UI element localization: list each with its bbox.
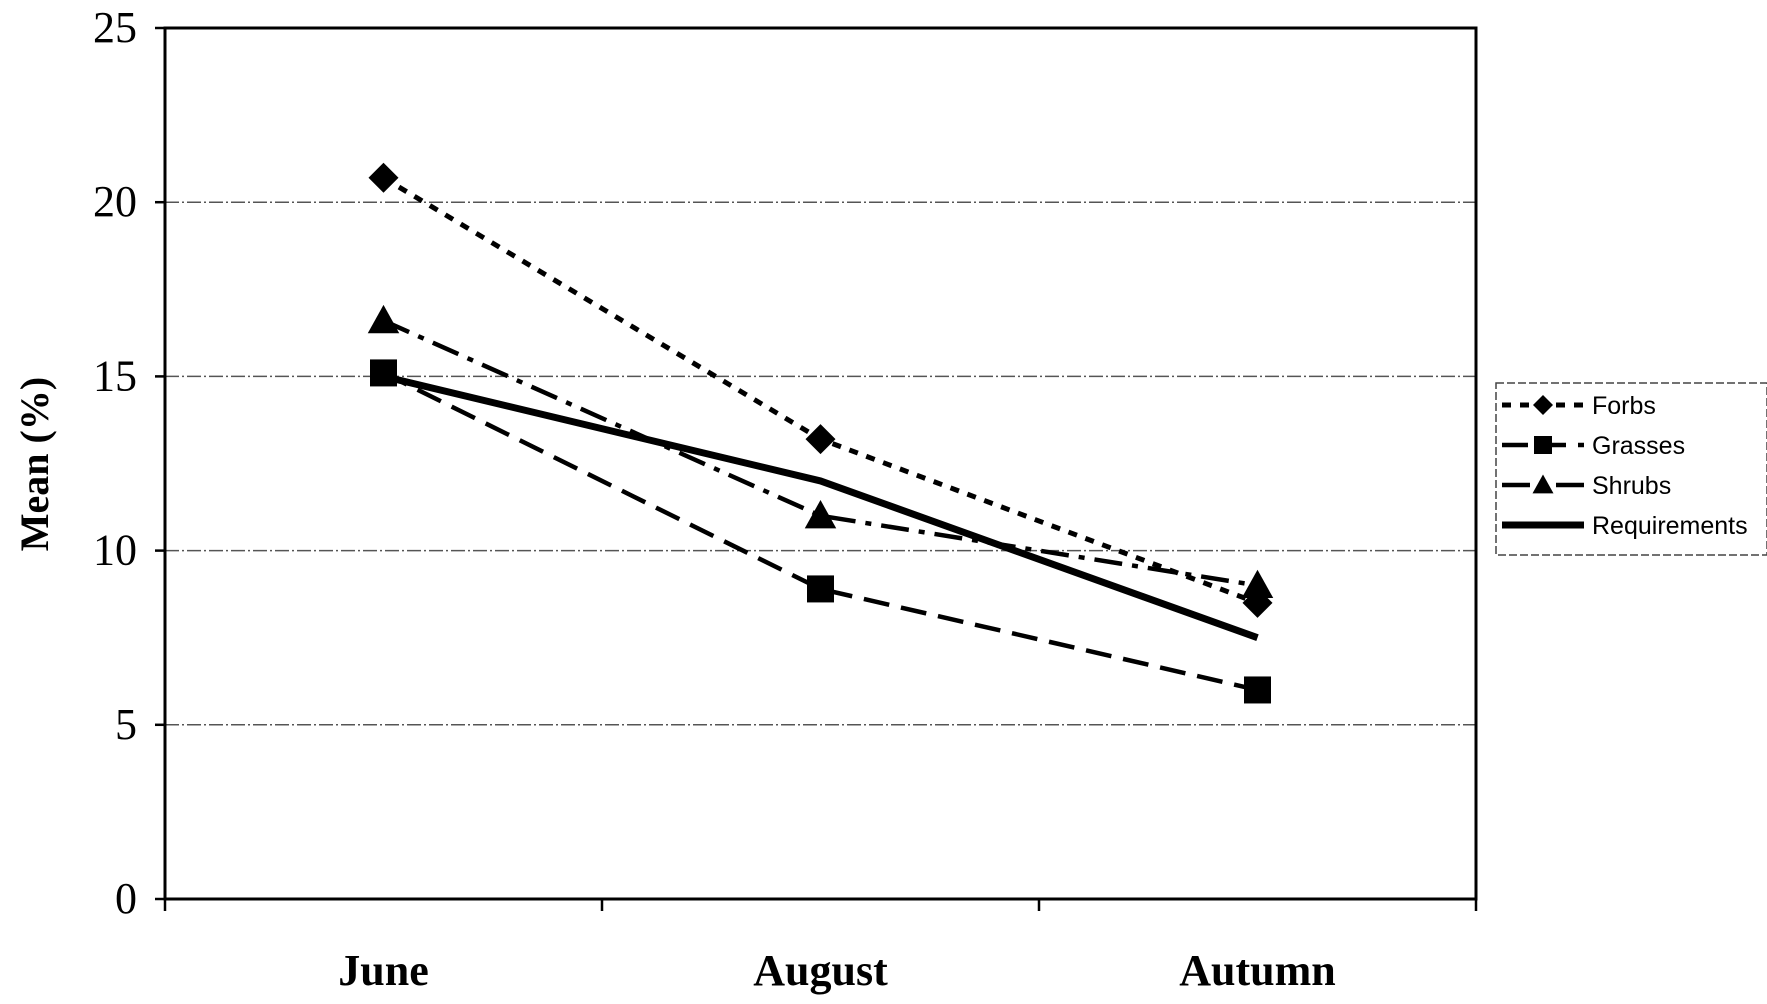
y-tick-label: 20 — [93, 177, 137, 226]
legend-label-forbs: Forbs — [1592, 392, 1656, 420]
legend-marker-shrubs — [1532, 474, 1554, 494]
series-line-forbs — [382, 175, 1259, 606]
data-point-shrubs — [804, 500, 837, 529]
data-point-forbs — [805, 424, 836, 455]
x-tick-label: Autumn — [1179, 946, 1336, 995]
grid-lines — [165, 201, 1476, 726]
series-line-requirements — [382, 372, 1259, 641]
y-axis-label: Mean (%) — [12, 377, 57, 551]
series-markers — [367, 162, 1274, 704]
y-tick-label: 0 — [115, 874, 137, 923]
y-tick-label: 5 — [115, 700, 137, 749]
y-tick-label: 25 — [93, 3, 137, 52]
data-point-grasses — [1244, 676, 1271, 704]
x-tick-label: June — [338, 946, 428, 995]
data-point-grasses — [807, 575, 834, 603]
x-tick-label: August — [753, 946, 888, 995]
legend-marker-grasses — [1534, 436, 1552, 454]
legend-label-requirements: Requirements — [1592, 512, 1748, 540]
legend-label-shrubs: Shrubs — [1592, 472, 1671, 500]
series-line-grasses — [382, 370, 1259, 693]
legend: Forbs Grasses Shrubs Requirements — [1495, 382, 1767, 556]
data-point-forbs — [368, 162, 399, 193]
data-point-shrubs — [1241, 569, 1274, 599]
axes: 0 5 10 15 20 25 June August Autumn — [93, 3, 1478, 995]
legend-marker-forbs — [1533, 395, 1553, 415]
data-point-grasses — [370, 359, 397, 387]
data-point-shrubs — [367, 304, 400, 334]
plot-area-frame — [163, 26, 1478, 901]
y-tick-label: 10 — [93, 526, 137, 575]
y-tick-label: 15 — [93, 351, 137, 400]
legend-label-grasses: Grasses — [1592, 432, 1685, 460]
series-line-shrubs — [382, 318, 1258, 588]
